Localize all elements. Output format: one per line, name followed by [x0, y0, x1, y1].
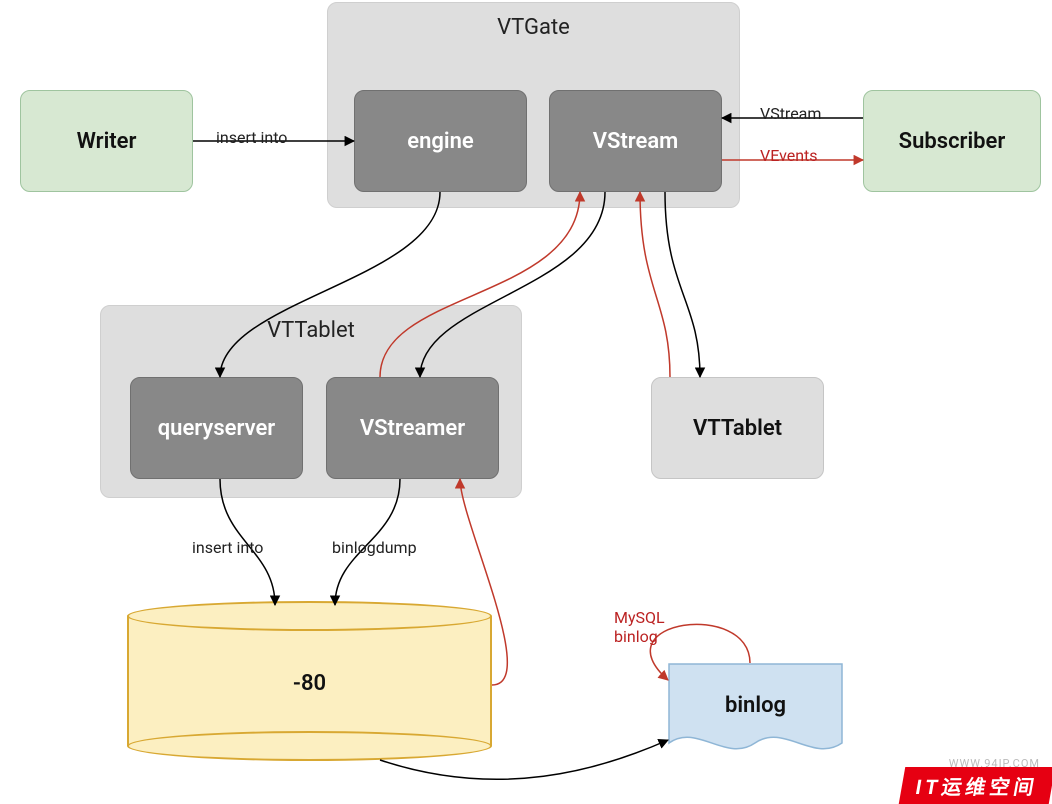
- node-engine-label: engine: [407, 129, 473, 154]
- watermark: IT运维空间: [902, 767, 1052, 804]
- edge-label-insert-into-1: insert into: [216, 128, 287, 147]
- edge-vtt2-vstream: [640, 192, 670, 377]
- edge-label-mysql-binlog-l1: MySQL: [614, 608, 665, 627]
- node-subscriber: Subscriber: [863, 90, 1041, 192]
- watermark-text: IT运维空间: [899, 767, 1052, 804]
- doc-binlog: binlog: [668, 663, 843, 761]
- container-vtgate-label: VTGate: [328, 15, 739, 40]
- node-writer: Writer: [20, 90, 193, 192]
- node-vttablet2-label: VTTablet: [693, 416, 782, 441]
- edge-label-binlogdump: binlogdump: [332, 538, 417, 557]
- doc-binlog-label: binlog: [668, 693, 843, 718]
- node-vstream: VStream: [549, 90, 722, 192]
- node-queryserver-label: queryserver: [158, 416, 275, 441]
- edge-label-mysql-binlog: MySQL binlog: [614, 608, 665, 646]
- edge-label-mysql-binlog-l2: binlog: [614, 627, 658, 646]
- node-vstreamer-label: VStreamer: [360, 416, 465, 441]
- node-writer-label: Writer: [77, 129, 137, 154]
- node-queryserver: queryserver: [130, 377, 303, 479]
- edge-label-insert-into-2: insert into: [192, 538, 263, 557]
- edge-label-vevents: VEvents: [760, 146, 818, 165]
- node-subscriber-label: Subscriber: [899, 129, 1006, 154]
- cylinder-db80: -80: [127, 601, 492, 761]
- node-engine: engine: [354, 90, 527, 192]
- node-vstreamer: VStreamer: [326, 377, 499, 479]
- node-vstream-label: VStream: [593, 129, 679, 154]
- node-vttablet2: VTTablet: [651, 377, 824, 479]
- container-vttablet-label: VTTablet: [101, 318, 521, 343]
- diagram-canvas: VTGate VTTablet Writer engine VStream Su…: [0, 0, 1052, 804]
- edge-label-vstream: VStream: [760, 104, 821, 123]
- edge-vstream-vtt2: [665, 192, 700, 377]
- cylinder-db80-label: -80: [127, 671, 492, 696]
